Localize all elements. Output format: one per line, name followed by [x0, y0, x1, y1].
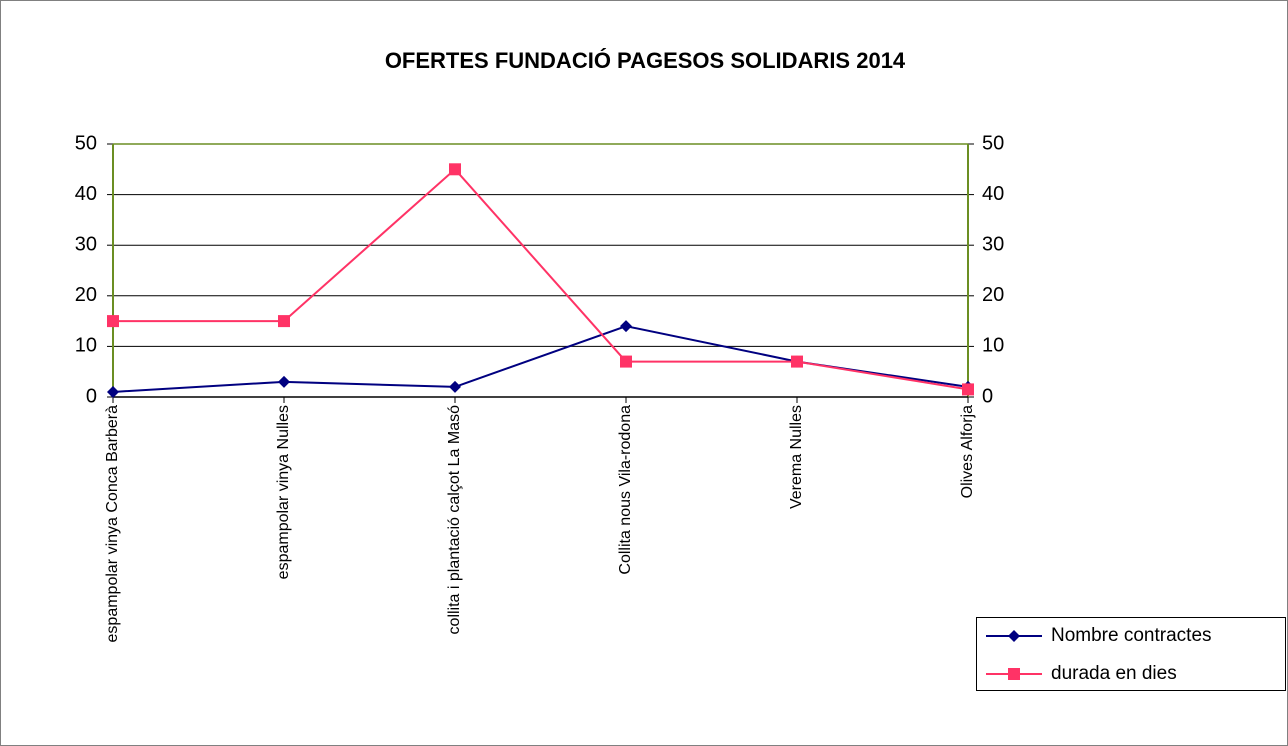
- y-tick-label: 0: [86, 385, 97, 407]
- y-tick-label: 30: [75, 233, 97, 255]
- marker: [278, 375, 290, 388]
- y2-tick-label: 10: [982, 335, 1004, 357]
- y2-tick-label: 20: [982, 284, 1004, 306]
- x-tick-label: Collita nous Vila-rodona: [617, 405, 634, 575]
- y2-tick-label: 0: [982, 385, 993, 407]
- x-tick-label: collita i plantació calçot La Masó: [446, 405, 463, 635]
- marker: [107, 385, 119, 398]
- y2-tick-label: 40: [982, 183, 1004, 205]
- marker: [278, 315, 290, 328]
- marker: [449, 163, 461, 176]
- y-tick-label: 20: [75, 284, 97, 306]
- x-tick-label: espampolar vinya Conca Barberà: [104, 405, 121, 643]
- x-tick-label: Verema Nulles: [788, 405, 805, 509]
- y-tick-label: 50: [75, 132, 97, 154]
- legend-label: durada en dies: [1051, 663, 1177, 684]
- y-tick-label: 10: [75, 335, 97, 357]
- legend-label: Nombre contractes: [1051, 625, 1212, 646]
- y-tick-label: 40: [75, 183, 97, 205]
- marker: [620, 355, 632, 368]
- marker: [962, 383, 974, 396]
- chart-title: OFERTES FUNDACIÓ PAGESOS SOLIDARIS 2014: [385, 48, 906, 73]
- legend-box: [976, 617, 1286, 691]
- x-tick-label: espampolar vinya Nulles: [275, 405, 292, 579]
- x-tick-label: Olives Alforja: [959, 405, 976, 498]
- marker: [1008, 668, 1020, 680]
- marker: [791, 355, 803, 368]
- marker: [449, 380, 461, 393]
- y2-tick-label: 50: [982, 132, 1004, 154]
- marker: [620, 320, 632, 333]
- marker: [1008, 630, 1020, 642]
- line: [113, 167, 969, 391]
- y2-tick-label: 30: [982, 233, 1004, 255]
- marker: [107, 315, 119, 328]
